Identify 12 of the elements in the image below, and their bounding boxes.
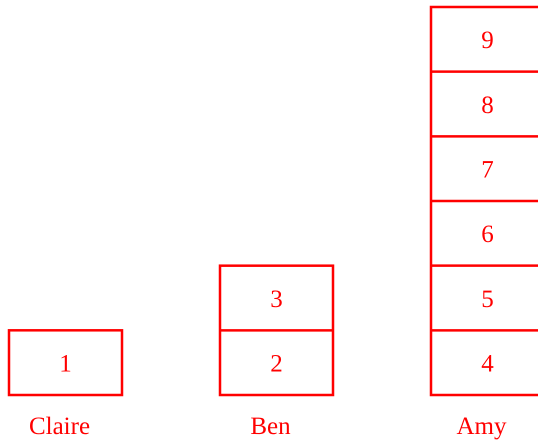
annotation: 7 bbox=[481, 156, 494, 184]
x-tick-label: Amy bbox=[456, 412, 507, 440]
annotation: 4 bbox=[481, 350, 494, 378]
annotation: 2 bbox=[270, 350, 283, 378]
annotation: 9 bbox=[481, 27, 494, 54]
annotation: 6 bbox=[481, 221, 494, 248]
annotation: 3 bbox=[270, 286, 283, 313]
x-tick-label: Claire bbox=[28, 412, 90, 440]
annotation: 1 bbox=[59, 350, 72, 378]
x-tick-label: Ben bbox=[250, 412, 292, 440]
annotation: 5 bbox=[481, 286, 494, 313]
annotation: 8 bbox=[481, 92, 494, 119]
